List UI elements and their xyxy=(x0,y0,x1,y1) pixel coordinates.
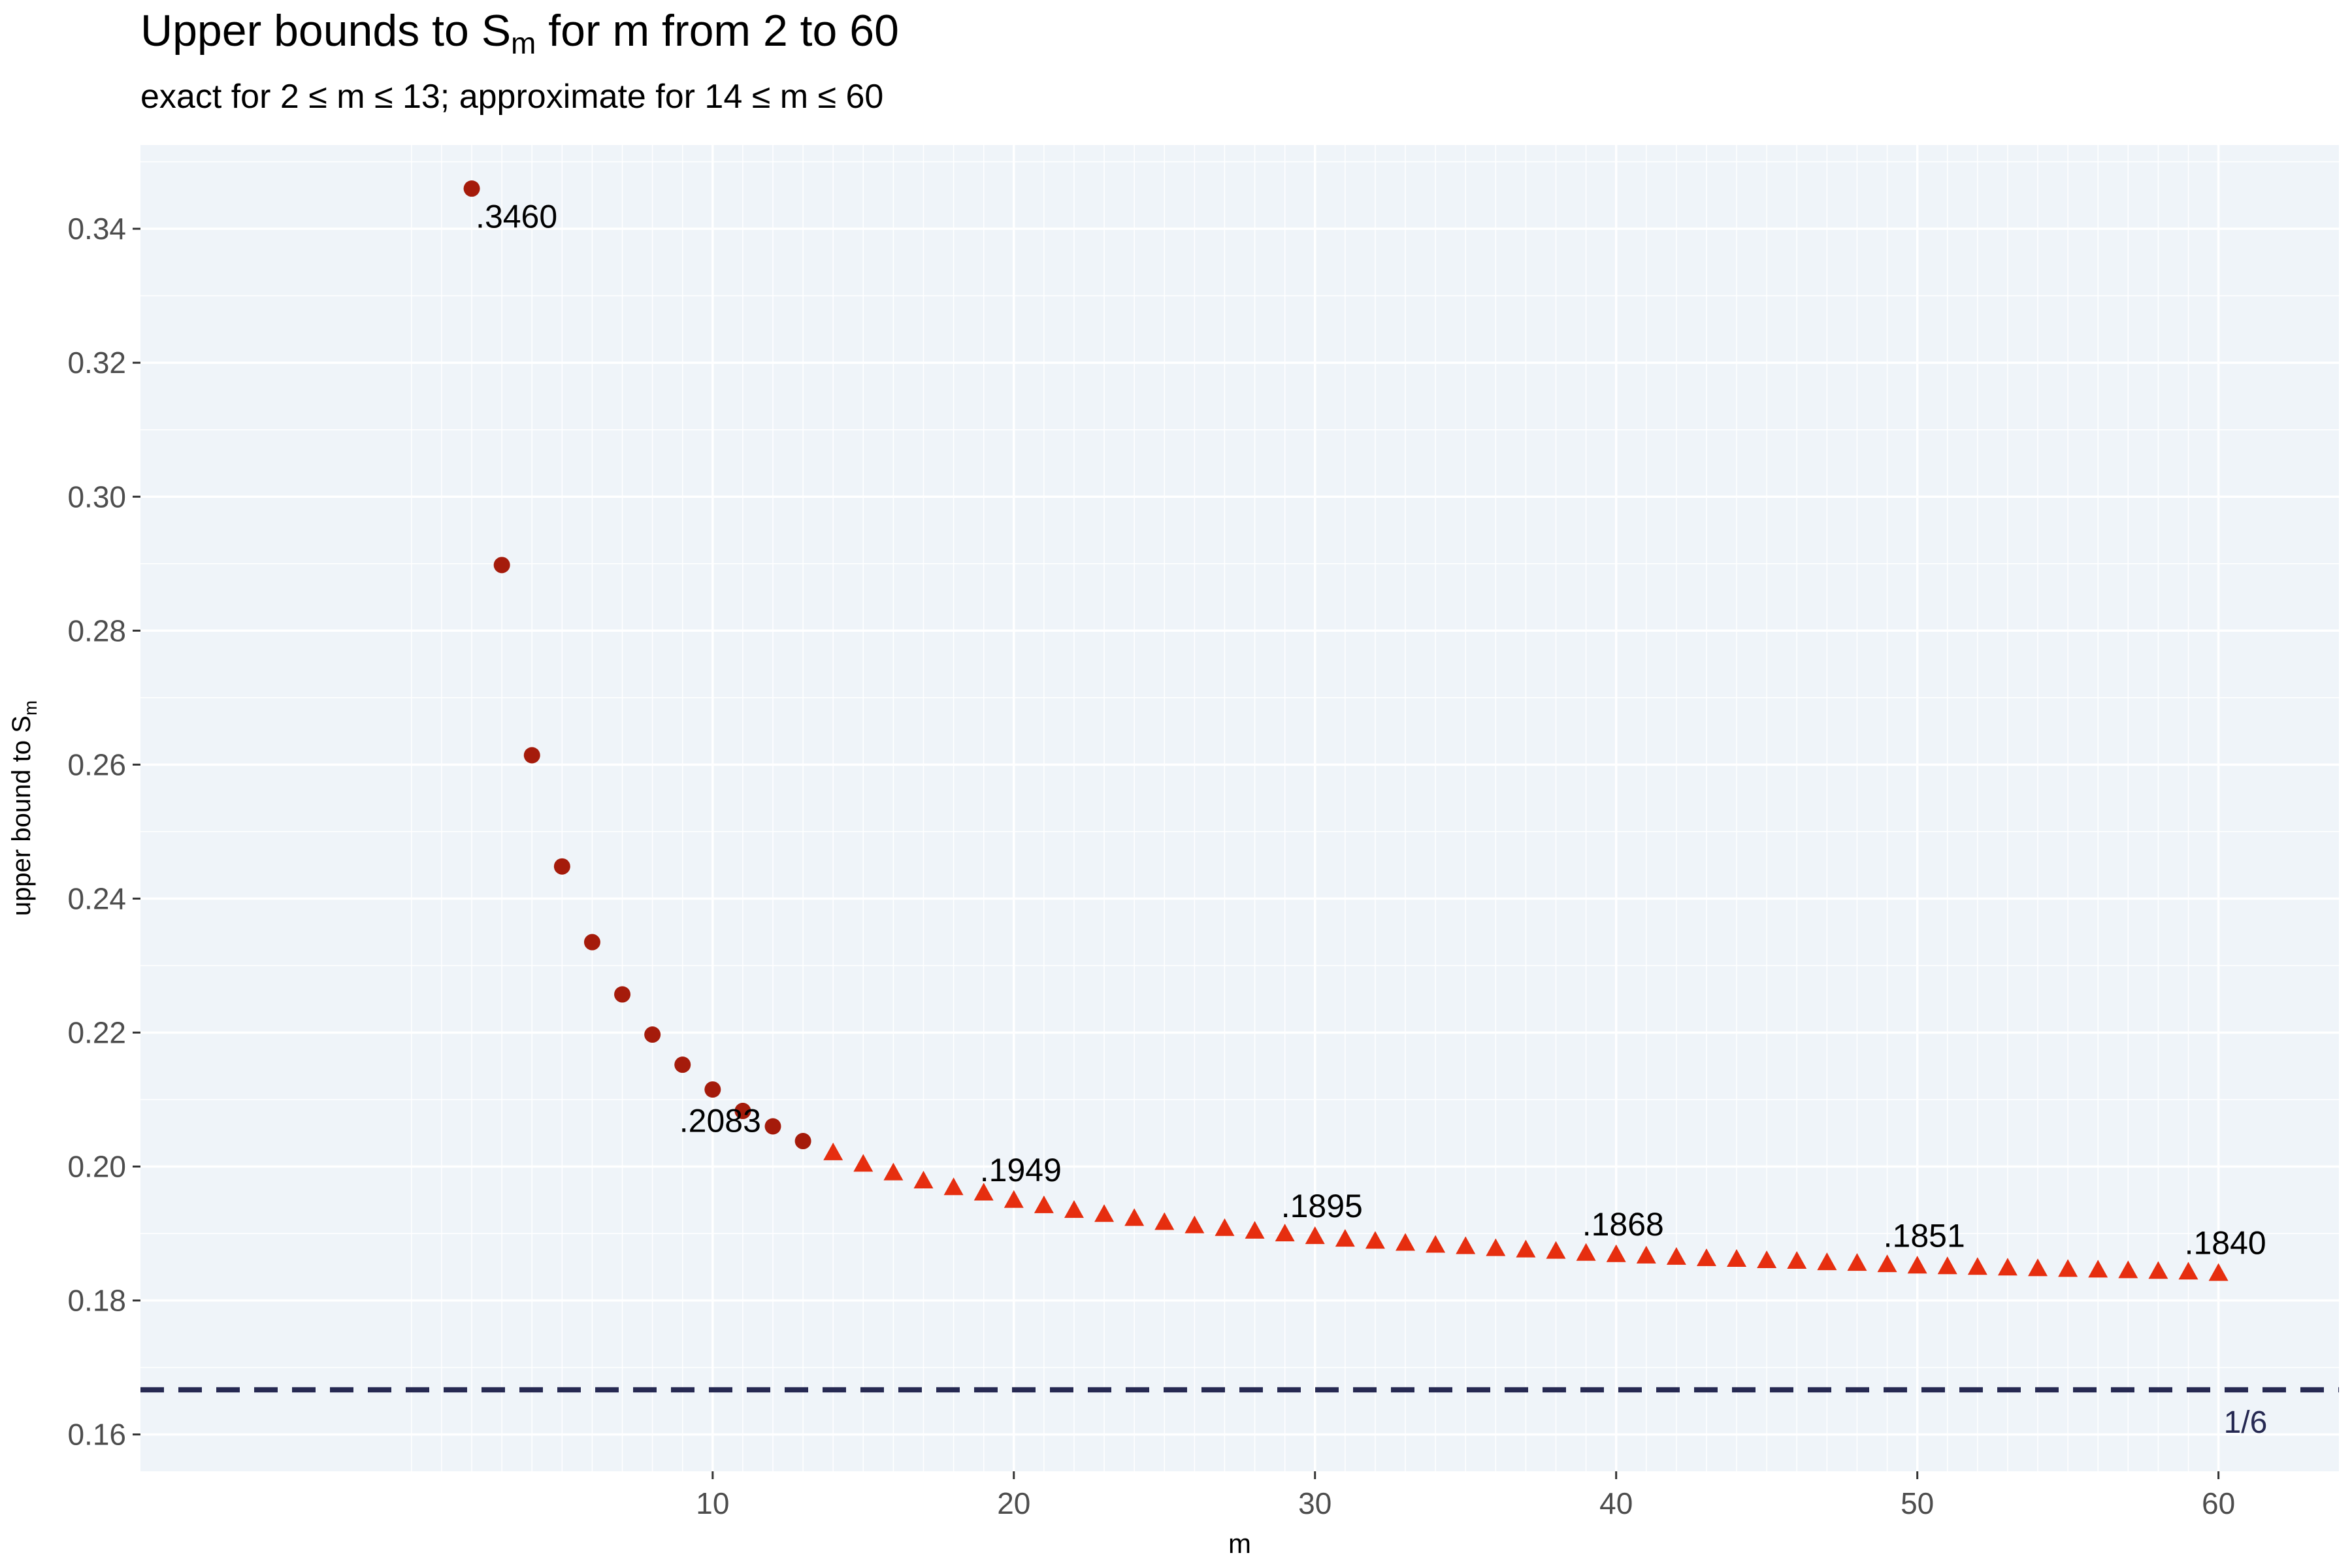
data-point-approximate xyxy=(2118,1260,2138,1279)
x-tick-label: 40 xyxy=(1599,1486,1633,1520)
data-point-approximate xyxy=(1335,1229,1355,1247)
point-label: .1949 xyxy=(980,1152,1062,1188)
data-point-approximate xyxy=(1907,1256,1927,1274)
y-axis-label: upper bound to Sm xyxy=(7,700,41,916)
data-points xyxy=(463,180,2229,1281)
data-point-exact xyxy=(734,1102,751,1119)
y-tick-label: 0.22 xyxy=(67,1015,126,1049)
data-point-approximate xyxy=(853,1154,874,1172)
data-point-approximate xyxy=(1967,1257,1987,1275)
chart-title: Upper bounds to Sm for m from 2 to 60 xyxy=(140,6,899,60)
x-tick-label: 60 xyxy=(2202,1486,2235,1520)
data-point-approximate xyxy=(2148,1261,2168,1279)
data-point-approximate xyxy=(1064,1200,1084,1218)
data-point-approximate xyxy=(1516,1239,1536,1258)
data-point-approximate xyxy=(2208,1263,2229,1281)
x-tick-label: 20 xyxy=(997,1486,1030,1520)
data-point-approximate xyxy=(1275,1223,1295,1241)
point-label: .1868 xyxy=(1582,1206,1664,1243)
data-point-approximate xyxy=(1787,1250,1807,1269)
data-point-approximate xyxy=(913,1170,934,1188)
major-gridlines xyxy=(140,145,2339,1471)
data-point-exact xyxy=(644,1026,661,1043)
y-tick-label: 0.20 xyxy=(67,1150,126,1184)
point-label: .2083 xyxy=(679,1102,761,1139)
data-point-approximate xyxy=(883,1162,904,1181)
y-axis-label-main: upper bound to S xyxy=(7,715,36,916)
data-point-approximate xyxy=(1757,1250,1777,1268)
data-point-approximate xyxy=(1606,1244,1626,1262)
data-point-approximate xyxy=(1124,1208,1145,1226)
data-point-approximate xyxy=(1184,1215,1205,1233)
reference-line-group: 1/6 xyxy=(140,1387,2339,1440)
point-label: .1851 xyxy=(1884,1217,1965,1254)
data-point-approximate xyxy=(1245,1220,1265,1239)
point-label: .3460 xyxy=(476,199,557,235)
y-tick-label: 0.34 xyxy=(67,212,126,246)
point-labels: .3460 .2083 .1949 .1895 .1868 .1851 .1840 xyxy=(476,199,2266,1262)
data-point-approximate xyxy=(1154,1212,1175,1230)
data-point-approximate xyxy=(1576,1243,1596,1261)
data-point-approximate xyxy=(2178,1262,2198,1280)
data-point-exact xyxy=(523,747,540,764)
data-point-exact xyxy=(553,858,570,875)
x-tick-label: 30 xyxy=(1298,1486,1331,1520)
data-point-approximate xyxy=(1486,1238,1506,1256)
x-tick-label: 50 xyxy=(1901,1486,1934,1520)
data-point-approximate xyxy=(1636,1245,1656,1264)
data-point-approximate xyxy=(1997,1258,2017,1276)
data-point-approximate xyxy=(1215,1218,1235,1236)
reference-line-label: 1/6 xyxy=(2224,1405,2268,1440)
data-point-exact xyxy=(583,934,600,951)
data-point-approximate xyxy=(2088,1260,2108,1278)
data-point-approximate xyxy=(1396,1233,1416,1251)
data-point-approximate xyxy=(1004,1190,1024,1208)
data-point-approximate xyxy=(1456,1236,1476,1254)
chart-subtitle: exact for 2 ≤ m ≤ 13; approximate for 14… xyxy=(140,78,884,116)
data-point-approximate xyxy=(1817,1252,1837,1271)
data-point-approximate xyxy=(1365,1231,1385,1249)
y-tick-label: 0.18 xyxy=(67,1284,126,1318)
point-label: .1895 xyxy=(1281,1188,1363,1224)
data-point-approximate xyxy=(1696,1248,1716,1266)
data-point-approximate xyxy=(823,1142,843,1160)
y-tick-label: 0.26 xyxy=(67,747,126,781)
data-point-exact xyxy=(493,557,510,574)
data-point-exact xyxy=(764,1118,781,1135)
data-point-exact xyxy=(794,1133,811,1150)
data-point-approximate xyxy=(1847,1253,1867,1271)
data-point-exact xyxy=(704,1081,721,1098)
y-tick-label: 0.32 xyxy=(67,346,126,380)
data-point-approximate xyxy=(943,1177,964,1196)
point-label: .1840 xyxy=(2185,1225,2266,1262)
data-point-exact xyxy=(674,1056,691,1073)
data-point-approximate xyxy=(1877,1254,1897,1273)
y-tick-label: 0.28 xyxy=(67,613,126,647)
data-point-approximate xyxy=(1546,1241,1566,1259)
data-point-approximate xyxy=(2058,1259,2078,1277)
data-point-approximate xyxy=(973,1183,994,1201)
y-tick-label: 0.16 xyxy=(67,1418,126,1452)
data-point-exact xyxy=(614,986,631,1003)
data-point-exact xyxy=(463,180,480,197)
y-axis-label-subscript: m xyxy=(20,700,41,715)
data-point-approximate xyxy=(1426,1235,1446,1253)
data-point-approximate xyxy=(1094,1204,1115,1222)
plot-panel xyxy=(140,145,2339,1471)
data-point-approximate xyxy=(2028,1258,2048,1277)
data-point-approximate xyxy=(1937,1256,1957,1275)
x-tick-label: 10 xyxy=(696,1486,729,1520)
axes: 10 20 30 40 50 60 0.16 0.18 0.20 0.22 0.24 0.26 0.28… xyxy=(67,212,2235,1520)
data-point-approximate xyxy=(1305,1226,1325,1245)
data-point-approximate xyxy=(1034,1195,1054,1213)
y-tick-label: 0.30 xyxy=(67,480,126,514)
y-tick-label: 0.24 xyxy=(67,881,126,915)
data-point-approximate xyxy=(1666,1247,1686,1265)
x-axis-label: m xyxy=(1228,1528,1251,1559)
data-point-approximate xyxy=(1727,1249,1747,1267)
